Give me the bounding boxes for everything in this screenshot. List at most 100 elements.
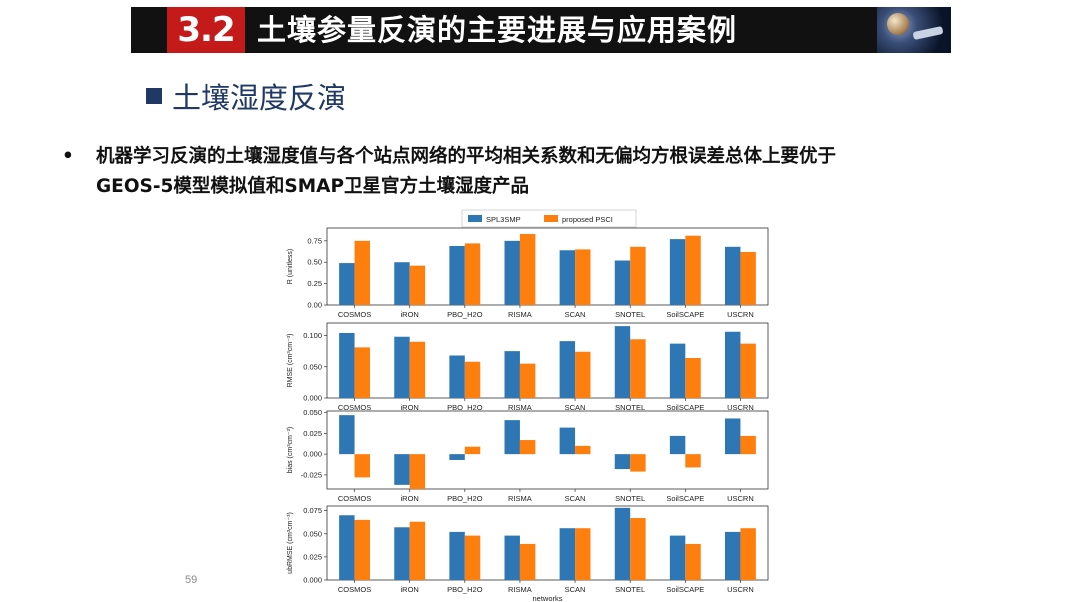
x-tick-label-rmse: SoilSCAPE xyxy=(666,403,704,412)
bar-bias-proposed-psci xyxy=(685,454,701,468)
x-tick-label-bias: USCRN xyxy=(727,494,754,503)
page-number: 59 xyxy=(185,574,198,586)
x-tick-label-r: COSMOS xyxy=(338,310,371,319)
bar-bias-spl3smp xyxy=(725,418,741,455)
x-tick-label-rmse: SCAN xyxy=(565,403,586,412)
x-tick-label-bias: iRON xyxy=(401,494,419,503)
x-tick-label-ubrmse: SoilSCAPE xyxy=(666,585,704,594)
y-tick-label-ubrmse: 0.050 xyxy=(303,529,322,538)
bar-ubrmse-proposed-psci xyxy=(685,543,701,580)
bar-r-proposed-psci xyxy=(740,251,756,305)
bar-bias-proposed-psci xyxy=(409,454,426,489)
panel-frame-r xyxy=(326,227,769,306)
legend-label-spl3smp: SPL3SMP xyxy=(486,215,521,224)
x-axis-label: networks xyxy=(532,594,562,602)
y-tick-label-ubrmse: 0.025 xyxy=(303,552,322,561)
bar-rmse-spl3smp xyxy=(725,331,741,398)
bar-bias-proposed-psci xyxy=(740,435,756,455)
y-tick-label-rmse: 0.050 xyxy=(303,362,322,371)
bar-r-spl3smp xyxy=(449,245,465,305)
space-thumbnail-image xyxy=(877,7,951,53)
bar-rmse-proposed-psci xyxy=(519,363,536,398)
bar-ubrmse-spl3smp xyxy=(725,531,741,580)
bar-r-proposed-psci xyxy=(354,240,370,305)
bar-rmse-spl3smp xyxy=(669,343,686,398)
bar-ubrmse-spl3smp xyxy=(504,535,520,580)
bar-bias-spl3smp xyxy=(559,427,576,455)
bar-ubrmse-spl3smp xyxy=(669,535,686,580)
y-axis-label-rmse: RMSE (cm³cm⁻³) xyxy=(287,334,294,388)
x-tick-label-ubrmse: COSMOS xyxy=(338,585,371,594)
spacecraft-graphic xyxy=(912,25,944,41)
x-tick-label-r: SNOTEL xyxy=(615,310,645,319)
bar-rmse-spl3smp xyxy=(614,326,631,398)
bar-ubrmse-spl3smp xyxy=(339,515,355,580)
slide-title: 土壤参量反演的主要进展与应用案例 xyxy=(257,13,738,47)
bar-ubrmse-proposed-psci xyxy=(519,543,536,580)
y-tick-label-r: 0.50 xyxy=(307,258,322,267)
x-tick-label-r: iRON xyxy=(401,310,419,319)
panel-frame-bias xyxy=(326,410,769,490)
x-tick-label-rmse: USCRN xyxy=(727,403,754,412)
bar-r-proposed-psci xyxy=(519,233,536,305)
bar-rmse-proposed-psci xyxy=(630,339,646,398)
bar-ubrmse-proposed-psci xyxy=(740,528,756,580)
panel-frame-rmse xyxy=(326,322,769,399)
bar-ubrmse-proposed-psci xyxy=(630,518,646,580)
bar-ubrmse-proposed-psci xyxy=(409,521,426,580)
y-axis-label-bias: bias (cm³cm⁻³) xyxy=(287,427,294,473)
bar-r-proposed-psci xyxy=(575,249,591,305)
section-number: 3.2 xyxy=(167,7,245,53)
x-tick-label-rmse: RISMA xyxy=(508,403,532,412)
y-axis-label-r: R (unitless) xyxy=(287,249,294,284)
x-tick-label-rmse: SNOTEL xyxy=(615,403,645,412)
y-tick-label-rmse: 0.000 xyxy=(303,394,322,403)
bar-r-spl3smp xyxy=(669,239,686,305)
title-bar: 3.2 土壤参量反演的主要进展与应用案例 xyxy=(131,7,951,53)
bar-chart-figure: SPL3SMP proposed PSCI 0.00 0.25 0.50 0.75 R (u… xyxy=(287,209,769,602)
bar-ubrmse-spl3smp xyxy=(394,527,410,580)
x-tick-label-ubrmse: iRON xyxy=(401,585,419,594)
bar-rmse-spl3smp xyxy=(504,351,520,398)
x-tick-label-bias: SNOTEL xyxy=(615,494,645,503)
bar-r-proposed-psci xyxy=(630,246,646,305)
x-tick-label-r: RISMA xyxy=(508,310,532,319)
bar-r-spl3smp xyxy=(394,262,410,305)
bar-r-proposed-psci xyxy=(409,265,426,305)
y-tick-label-bias: 0.000 xyxy=(303,450,322,459)
subheading: 土壤湿度反演 xyxy=(146,76,346,116)
x-tick-label-ubrmse: SCAN xyxy=(565,585,586,594)
bar-bias-proposed-psci xyxy=(575,445,591,455)
bar-bias-spl3smp xyxy=(339,415,355,455)
x-tick-label-bias: SoilSCAPE xyxy=(666,494,704,503)
x-tick-label-bias: SCAN xyxy=(565,494,586,503)
bar-rmse-proposed-psci xyxy=(464,361,481,398)
y-tick-label-bias: 0.050 xyxy=(303,408,322,417)
bar-rmse-spl3smp xyxy=(559,341,576,398)
x-tick-label-rmse: iRON xyxy=(401,403,419,412)
bar-rmse-proposed-psci xyxy=(575,351,591,398)
bar-ubrmse-spl3smp xyxy=(449,531,465,580)
x-tick-label-ubrmse: RISMA xyxy=(508,585,532,594)
y-tick-label-bias: 0.025 xyxy=(303,429,322,438)
x-tick-label-bias: COSMOS xyxy=(338,494,371,503)
x-tick-label-rmse: PBO_H2O xyxy=(447,403,483,412)
bar-r-spl3smp xyxy=(504,240,520,305)
bar-bias-proposed-psci xyxy=(354,454,370,478)
x-tick-label-ubrmse: SNOTEL xyxy=(615,585,645,594)
square-bullet-icon xyxy=(146,88,162,104)
x-tick-label-bias: PBO_H2O xyxy=(447,494,483,503)
bar-ubrmse-spl3smp xyxy=(614,507,631,580)
x-tick-label-r: SCAN xyxy=(565,310,586,319)
y-tick-label-r: 0.75 xyxy=(307,236,322,245)
bar-rmse-spl3smp xyxy=(394,336,410,398)
bar-r-spl3smp xyxy=(614,260,631,305)
bar-ubrmse-proposed-psci xyxy=(575,528,591,580)
bar-ubrmse-proposed-psci xyxy=(354,519,370,580)
bar-bias-spl3smp xyxy=(669,435,686,455)
x-tick-label-r: USCRN xyxy=(727,310,754,319)
bar-rmse-proposed-psci xyxy=(354,347,370,398)
y-tick-label-bias: -0.025 xyxy=(301,470,322,479)
bar-rmse-spl3smp xyxy=(339,333,355,398)
x-tick-label-r: SoilSCAPE xyxy=(666,310,704,319)
